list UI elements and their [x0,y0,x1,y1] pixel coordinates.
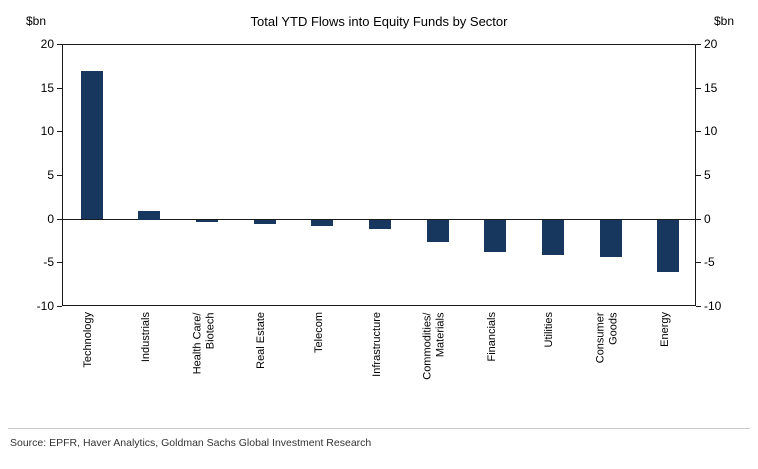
x-label-technology: Technology [82,312,94,368]
y-tick-label-right-15: 15 [704,81,718,95]
y-axis-unit-right: $bn [714,14,735,28]
y-axis-unit-left: $bn [26,14,47,28]
x-label-telecom: Telecom [313,312,325,353]
y-tick-label-right--10: -10 [704,299,722,313]
bar-utilities [542,220,564,255]
bar-commodities-materials [427,220,449,242]
y-tick-label-right-20: 20 [704,37,718,51]
bar-health-care-biotech [196,220,218,222]
x-label-energy: Energy [659,312,671,347]
y-tick-mark-left [57,262,62,263]
y-tick-mark-left [57,306,62,307]
y-tick-mark-right [696,44,701,45]
plot-area [62,44,696,306]
source-note: Source: EPFR, Haver Analytics, Goldman S… [10,437,372,449]
bar-telecom [311,220,333,226]
bar-industrials [138,211,160,220]
y-tick-label-right-10: 10 [704,124,718,138]
y-tick-mark-right [696,219,701,220]
y-tick-label-right-5: 5 [704,168,711,182]
y-tick-label-left-15: 15 [40,81,54,95]
x-label-health-care-biotech: Health Care/ Biotech [191,312,217,375]
y-tick-label-left--5: -5 [43,255,54,269]
y-tick-mark-right [696,131,701,132]
y-tick-label-left--10: -10 [36,299,54,313]
x-label-real-estate: Real Estate [255,312,267,369]
footer-divider [8,428,750,429]
bar-real-estate [254,220,276,224]
y-tick-label-right--5: -5 [704,255,715,269]
x-label-commodities-materials: Commodities/ Materials [421,312,447,380]
x-label-financials: Financials [486,312,498,362]
y-tick-mark-right [696,175,701,176]
y-tick-label-left-0: 0 [47,212,54,226]
x-label-infrastructure: Infrastructure [371,312,383,377]
x-label-consumer-goods: Consumer Goods [594,312,620,364]
chart-title: Total YTD Flows into Equity Funds by Sec… [250,14,508,29]
y-tick-mark-left [57,219,62,220]
bar-consumer-goods [600,220,622,257]
y-tick-mark-left [57,175,62,176]
y-tick-label-left-20: 20 [40,37,54,51]
y-tick-label-right-0: 0 [704,212,711,226]
y-tick-mark-right [696,262,701,263]
y-tick-mark-left [57,44,62,45]
zero-baseline [63,218,695,220]
y-tick-mark-left [57,88,62,89]
bar-energy [657,220,679,272]
y-tick-mark-left [57,131,62,132]
bar-infrastructure [369,220,391,229]
y-tick-label-left-5: 5 [47,168,54,182]
bar-technology [81,71,103,219]
y-tick-mark-right [696,88,701,89]
bar-financials [484,220,506,252]
x-label-industrials: Industrials [140,312,152,363]
y-tick-mark-right [696,306,701,307]
x-label-utilities: Utilities [543,312,555,348]
y-tick-label-left-10: 10 [40,124,54,138]
